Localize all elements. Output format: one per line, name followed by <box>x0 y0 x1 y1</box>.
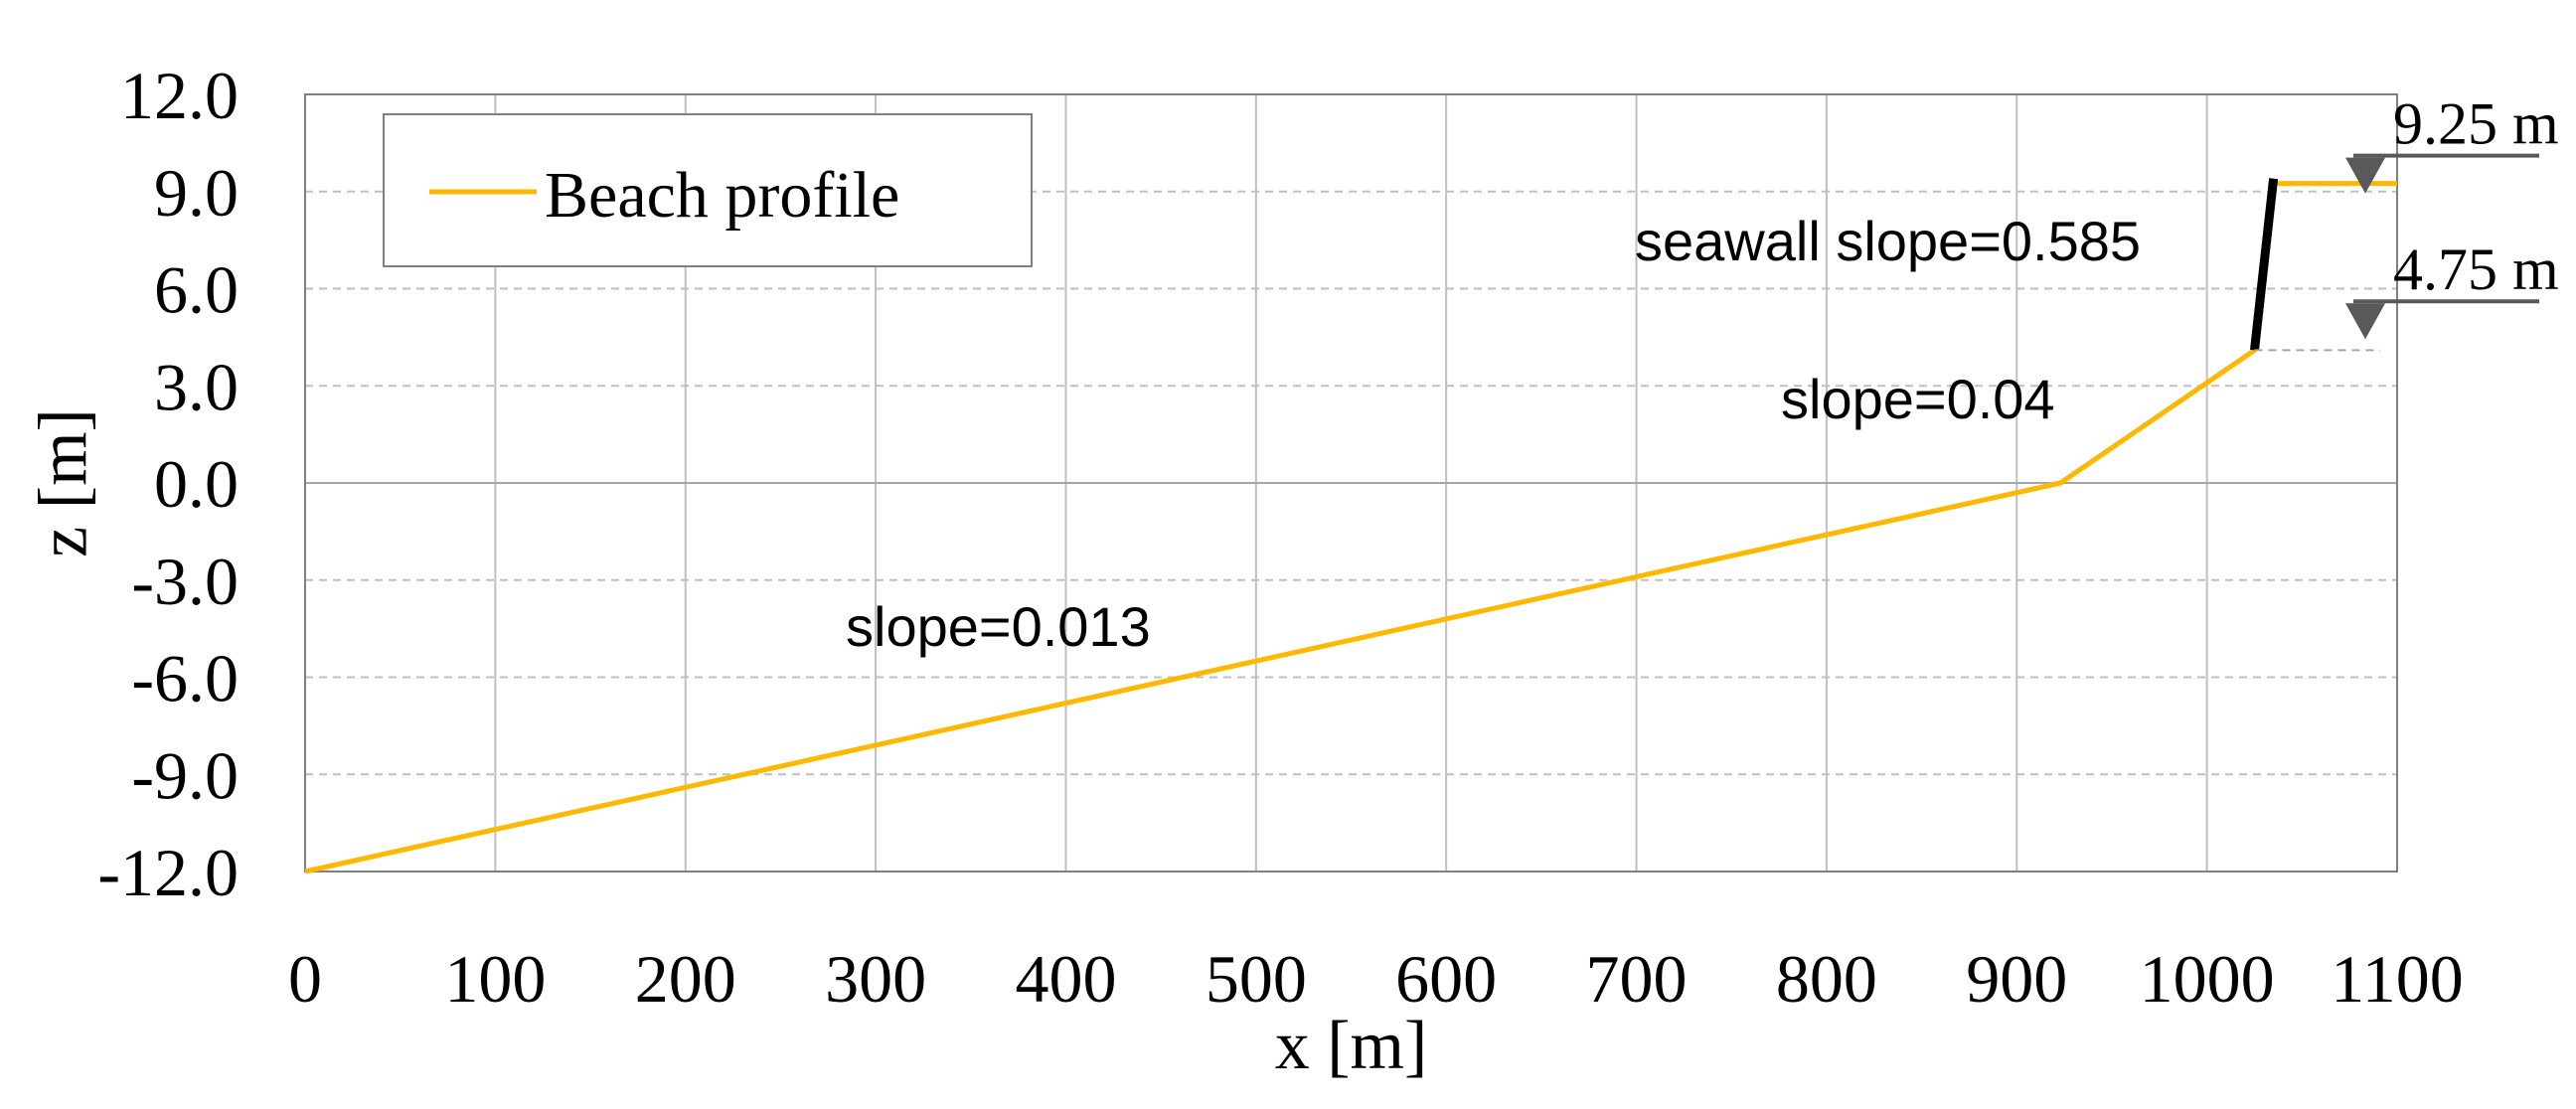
y-tick-label-9: -9.0 <box>131 737 239 813</box>
legend: Beach profile <box>383 113 1033 267</box>
x-tick-label-900: 900 <box>1966 941 2067 1017</box>
series-line-beach-profile <box>304 181 2397 874</box>
ref-level-9-25-m-marker <box>2345 157 2385 194</box>
x-tick-label-400: 400 <box>1015 941 1116 1017</box>
legend-label-beach-profile: Beach profile <box>545 159 899 232</box>
x-tick-label-600: 600 <box>1395 941 1497 1017</box>
x-tick-label-300: 300 <box>825 941 926 1017</box>
tick-labels: 0 100 200 300 400 500 600 700 800 900 1000 1100 12.0… <box>97 58 2463 1017</box>
ref-level-9-25-m-label: 9.25 m <box>2393 91 2559 157</box>
y-tick-label-3: -3.0 <box>131 544 239 619</box>
y-tick-label-6: 6.0 <box>154 252 239 328</box>
reference-levels: 9.25 m 4.75 m <box>2254 91 2559 352</box>
x-tick-label-500: 500 <box>1206 941 1307 1017</box>
ref-level-4-75-m-label: 4.75 m <box>2393 237 2559 302</box>
y-tick-label-0: 0.0 <box>154 446 239 522</box>
seawall-line <box>2250 178 2279 351</box>
x-tick-label-1100: 1100 <box>2331 941 2463 1017</box>
ref-level-4-75-m-marker <box>2345 303 2385 340</box>
series-layer <box>304 178 2397 874</box>
y-tick-label-3: 3.0 <box>154 349 239 424</box>
x-tick-label-0: 0 <box>288 941 322 1017</box>
y-axis-title: z [m] <box>26 408 102 557</box>
y-tick-label-9: 9.0 <box>154 155 239 231</box>
x-axis-title: x [m] <box>1275 1008 1428 1084</box>
annotation-seawall-slope: seawall slope=0.585 <box>1635 210 2141 272</box>
y-tick-label-12: 12.0 <box>120 58 239 133</box>
x-tick-label-100: 100 <box>444 941 546 1017</box>
x-tick-label-1000: 1000 <box>2140 941 2275 1017</box>
annotation-slope-upper: slope=0.04 <box>1781 368 2055 430</box>
annotation-slope-lower: slope=0.013 <box>846 595 1151 658</box>
y-tick-label-12: -12.0 <box>97 835 239 910</box>
x-tick-label-700: 700 <box>1586 941 1688 1017</box>
plot-area-frame <box>304 93 2398 872</box>
x-tick-label-200: 200 <box>635 941 736 1017</box>
y-tick-label-6: -6.0 <box>131 641 239 716</box>
x-tick-label-800: 800 <box>1776 941 1877 1017</box>
